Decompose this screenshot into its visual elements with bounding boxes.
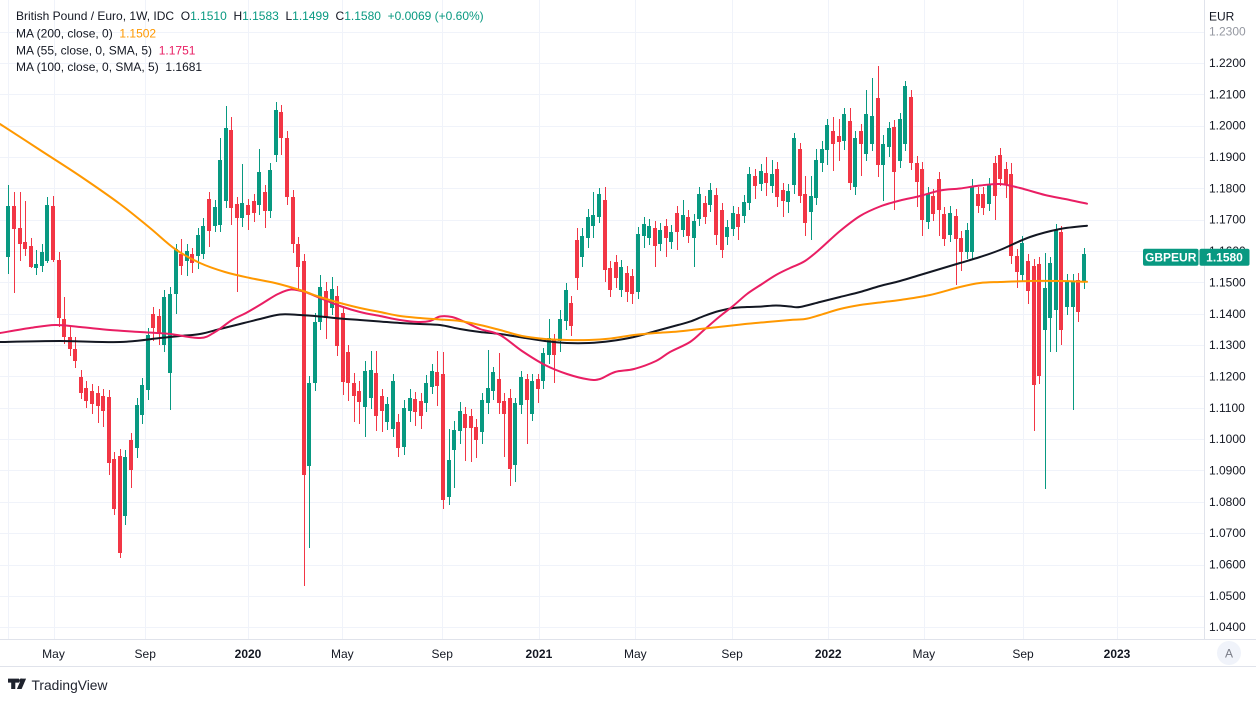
svg-text:Sep: Sep [721, 647, 743, 661]
svg-text:British Pound / Euro, 1W, IDC: British Pound / Euro, 1W, IDC O1.1510 H1… [16, 9, 484, 23]
svg-text:2021: 2021 [526, 647, 553, 661]
svg-text:EUR: EUR [1209, 10, 1235, 24]
svg-text:1.0400: 1.0400 [1209, 620, 1246, 634]
svg-text:1.2000: 1.2000 [1209, 119, 1246, 133]
svg-text:1.0900: 1.0900 [1209, 464, 1246, 478]
svg-text:1.0500: 1.0500 [1209, 589, 1246, 603]
svg-text:1.1400: 1.1400 [1209, 307, 1246, 321]
svg-text:May: May [912, 647, 935, 661]
svg-text:A: A [1225, 647, 1233, 661]
svg-text:1.1000: 1.1000 [1209, 432, 1246, 446]
svg-text:1.1200: 1.1200 [1209, 369, 1246, 383]
svg-text:1.1500: 1.1500 [1209, 275, 1246, 289]
svg-text:1.0700: 1.0700 [1209, 526, 1246, 540]
svg-text:1.2200: 1.2200 [1209, 56, 1246, 70]
svg-text:2022: 2022 [815, 647, 842, 661]
svg-text:1.0600: 1.0600 [1209, 558, 1246, 572]
svg-text:1.1300: 1.1300 [1209, 338, 1246, 352]
svg-text:May: May [624, 647, 647, 661]
svg-text:Sep: Sep [1012, 647, 1034, 661]
svg-text:May: May [42, 647, 65, 661]
svg-text:1.1100: 1.1100 [1209, 401, 1245, 415]
svg-text:1.2100: 1.2100 [1209, 87, 1246, 101]
svg-text:May: May [331, 647, 354, 661]
svg-text:1.0800: 1.0800 [1209, 495, 1246, 509]
svg-text:1.1900: 1.1900 [1209, 150, 1246, 164]
svg-text:Sep: Sep [432, 647, 454, 661]
svg-text:MA (55, close, 0, SMA, 5) 1.1: MA (55, close, 0, SMA, 5) 1.1751 [16, 44, 196, 58]
svg-text:MA (100, close, 0, SMA, 5) 1.: MA (100, close, 0, SMA, 5) 1.1681 [16, 60, 202, 74]
svg-text:2020: 2020 [235, 647, 262, 661]
svg-text:1.1580: 1.1580 [1206, 251, 1243, 265]
svg-text:2023: 2023 [1104, 647, 1131, 661]
svg-text:Sep: Sep [135, 647, 157, 661]
svg-text:1.1800: 1.1800 [1209, 181, 1246, 195]
svg-text:MA (200, close, 0) 1.1502: MA (200, close, 0) 1.1502 [16, 27, 156, 41]
svg-text:1.2300: 1.2300 [1209, 25, 1246, 39]
svg-text:1.1700: 1.1700 [1209, 213, 1246, 227]
svg-text:TradingView: TradingView [32, 678, 108, 693]
svg-text:GBPEUR: GBPEUR [1145, 251, 1197, 265]
